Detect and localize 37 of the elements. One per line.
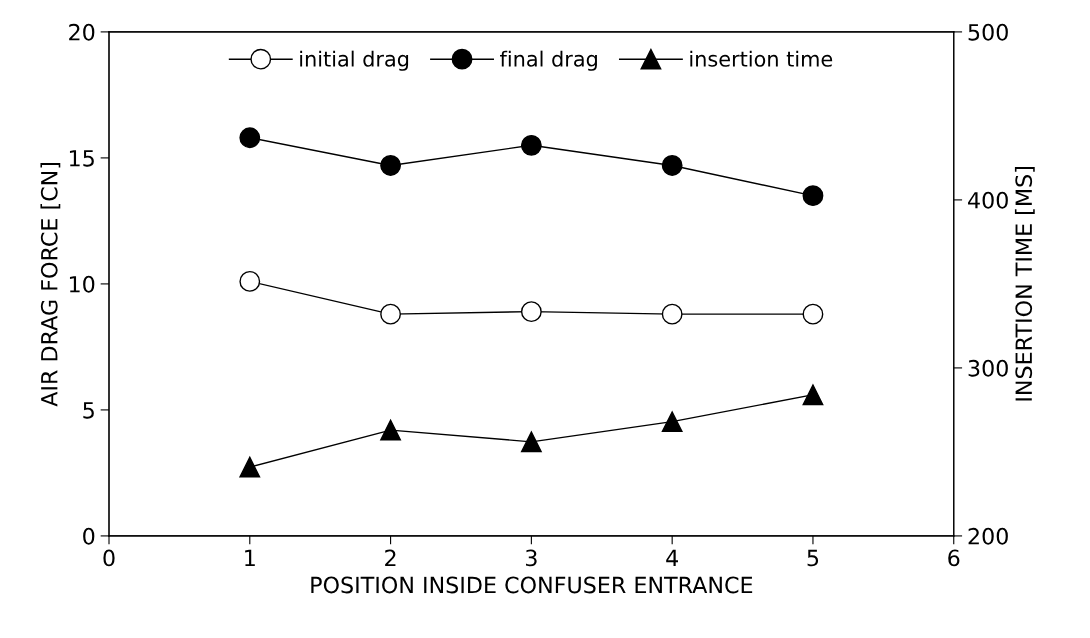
x-tick-label: 3 [526, 549, 537, 567]
x-tick-label: 1 [245, 549, 255, 566]
point [380, 303, 402, 325]
y2-tick-label: 500 [968, 23, 1008, 41]
x-tick-label: 5 [807, 549, 819, 567]
point [520, 431, 542, 453]
point [661, 411, 683, 433]
y-tick-label: 0 [83, 527, 95, 545]
point [802, 185, 824, 207]
y-tick-label: 10 [69, 275, 95, 293]
y-tick-label: 5 [83, 402, 94, 419]
point [661, 303, 683, 325]
point [661, 155, 683, 176]
legend-label: final drag [500, 50, 597, 71]
point [239, 456, 261, 478]
y-tick-label: 20 [69, 23, 95, 41]
y2-tick-label: 200 [968, 527, 1008, 545]
y2-tick-label: 400 [968, 191, 1008, 209]
point [239, 270, 261, 292]
x-tick-label: 2 [385, 549, 396, 566]
x-axis-title: POSITION INSIDE CONFUSER ENTRANCE [311, 576, 753, 594]
point [380, 419, 402, 441]
legend-label: insertion time [690, 50, 833, 67]
x-tick-label: 4 [666, 549, 678, 566]
legend-label: initial drag [300, 50, 409, 71]
y-axis-title: AIR DRAG FORCE [CN] [40, 162, 61, 407]
point [239, 127, 261, 149]
x-tick-label: 0 [103, 549, 115, 567]
point [520, 301, 542, 323]
y-tick-label: 15 [69, 150, 94, 167]
point [802, 303, 824, 325]
point [520, 134, 542, 156]
y2-tick-label: 300 [968, 359, 1008, 377]
point [380, 155, 402, 176]
x-tick-label: 6 [948, 549, 960, 567]
y2-axis-title: INSERTION TIME [MS] [1014, 167, 1035, 401]
point [802, 384, 824, 406]
